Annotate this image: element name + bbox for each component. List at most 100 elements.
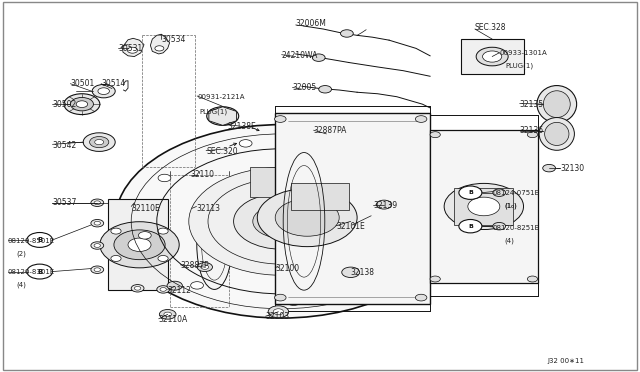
Bar <box>291 183 349 210</box>
Circle shape <box>92 84 115 98</box>
Ellipse shape <box>537 86 577 123</box>
Bar <box>430 130 538 283</box>
Circle shape <box>159 310 176 319</box>
Circle shape <box>376 200 392 209</box>
Circle shape <box>167 281 182 290</box>
Circle shape <box>207 107 239 125</box>
Text: 30502: 30502 <box>52 100 77 109</box>
Circle shape <box>415 294 427 301</box>
Text: 32006M: 32006M <box>296 19 326 28</box>
Circle shape <box>94 268 100 272</box>
Circle shape <box>493 222 506 230</box>
Text: B: B <box>37 269 42 275</box>
Circle shape <box>94 201 100 205</box>
Circle shape <box>115 125 448 318</box>
Text: 32005: 32005 <box>292 83 317 92</box>
Text: 30514: 30514 <box>101 79 125 88</box>
Text: 08120-8251E: 08120-8251E <box>493 225 540 231</box>
Circle shape <box>189 167 374 275</box>
Circle shape <box>430 276 440 282</box>
Bar <box>461 39 524 74</box>
Bar <box>275 113 430 304</box>
Text: 32138E: 32138E <box>227 122 256 131</box>
Circle shape <box>91 266 104 273</box>
Circle shape <box>234 193 330 249</box>
Text: 00931-2121A: 00931-2121A <box>197 94 244 100</box>
Circle shape <box>319 86 332 93</box>
Circle shape <box>138 232 151 239</box>
Circle shape <box>201 265 209 269</box>
Circle shape <box>415 116 427 122</box>
Text: 08120-8301E: 08120-8301E <box>8 269 55 275</box>
Text: 32110: 32110 <box>191 170 215 179</box>
Text: B: B <box>468 224 473 229</box>
Circle shape <box>430 132 440 138</box>
Circle shape <box>155 46 164 51</box>
Text: PLUG(1): PLUG(1) <box>200 108 228 115</box>
Polygon shape <box>123 38 144 57</box>
Circle shape <box>527 276 538 282</box>
Circle shape <box>111 228 121 234</box>
Circle shape <box>70 97 93 111</box>
Text: 00933-1301A: 00933-1301A <box>499 50 547 56</box>
Circle shape <box>239 140 252 147</box>
Text: 24210WA: 24210WA <box>282 51 318 60</box>
Text: 30537: 30537 <box>52 198 77 207</box>
Circle shape <box>90 137 109 148</box>
Text: (1₀): (1₀) <box>504 202 517 209</box>
Circle shape <box>191 282 204 289</box>
Text: 32100: 32100 <box>275 264 300 273</box>
Circle shape <box>127 47 138 53</box>
Circle shape <box>158 174 171 182</box>
Circle shape <box>91 242 104 249</box>
Circle shape <box>213 110 232 122</box>
Text: 32887PA: 32887PA <box>314 126 347 135</box>
Polygon shape <box>150 34 170 54</box>
Circle shape <box>128 238 151 251</box>
Circle shape <box>378 272 390 280</box>
Bar <box>250 167 314 197</box>
Circle shape <box>527 132 538 138</box>
Circle shape <box>476 47 508 66</box>
Circle shape <box>83 133 115 151</box>
Circle shape <box>287 298 300 305</box>
Circle shape <box>158 256 168 262</box>
Circle shape <box>493 189 506 196</box>
Circle shape <box>257 189 357 247</box>
Circle shape <box>444 183 524 230</box>
Circle shape <box>131 285 144 292</box>
Circle shape <box>268 306 289 318</box>
Circle shape <box>543 164 556 172</box>
Ellipse shape <box>197 200 232 289</box>
Circle shape <box>160 288 166 291</box>
Circle shape <box>98 88 109 94</box>
Circle shape <box>157 286 170 293</box>
Text: (1₀): (1₀) <box>504 202 517 209</box>
Text: 30501: 30501 <box>70 79 95 88</box>
Text: 30534: 30534 <box>161 35 186 44</box>
Polygon shape <box>209 107 237 125</box>
Circle shape <box>27 232 52 247</box>
Text: 32135: 32135 <box>520 100 544 109</box>
Text: (2): (2) <box>16 250 26 257</box>
Text: 08124-0751E: 08124-0751E <box>493 190 540 196</box>
Bar <box>108 199 168 290</box>
Circle shape <box>406 190 419 198</box>
Ellipse shape <box>545 122 569 145</box>
Circle shape <box>275 294 286 301</box>
Text: 30542: 30542 <box>52 141 77 150</box>
Circle shape <box>95 140 104 145</box>
Circle shape <box>483 51 502 62</box>
Circle shape <box>76 101 88 108</box>
Ellipse shape <box>539 118 575 150</box>
Circle shape <box>275 199 339 236</box>
Text: 32113: 32113 <box>196 204 220 213</box>
Text: 32138: 32138 <box>351 268 375 277</box>
Circle shape <box>197 263 212 272</box>
Circle shape <box>64 94 100 115</box>
Circle shape <box>457 191 511 222</box>
Circle shape <box>468 197 500 216</box>
Circle shape <box>164 312 172 317</box>
Circle shape <box>273 309 284 315</box>
Circle shape <box>134 286 141 290</box>
